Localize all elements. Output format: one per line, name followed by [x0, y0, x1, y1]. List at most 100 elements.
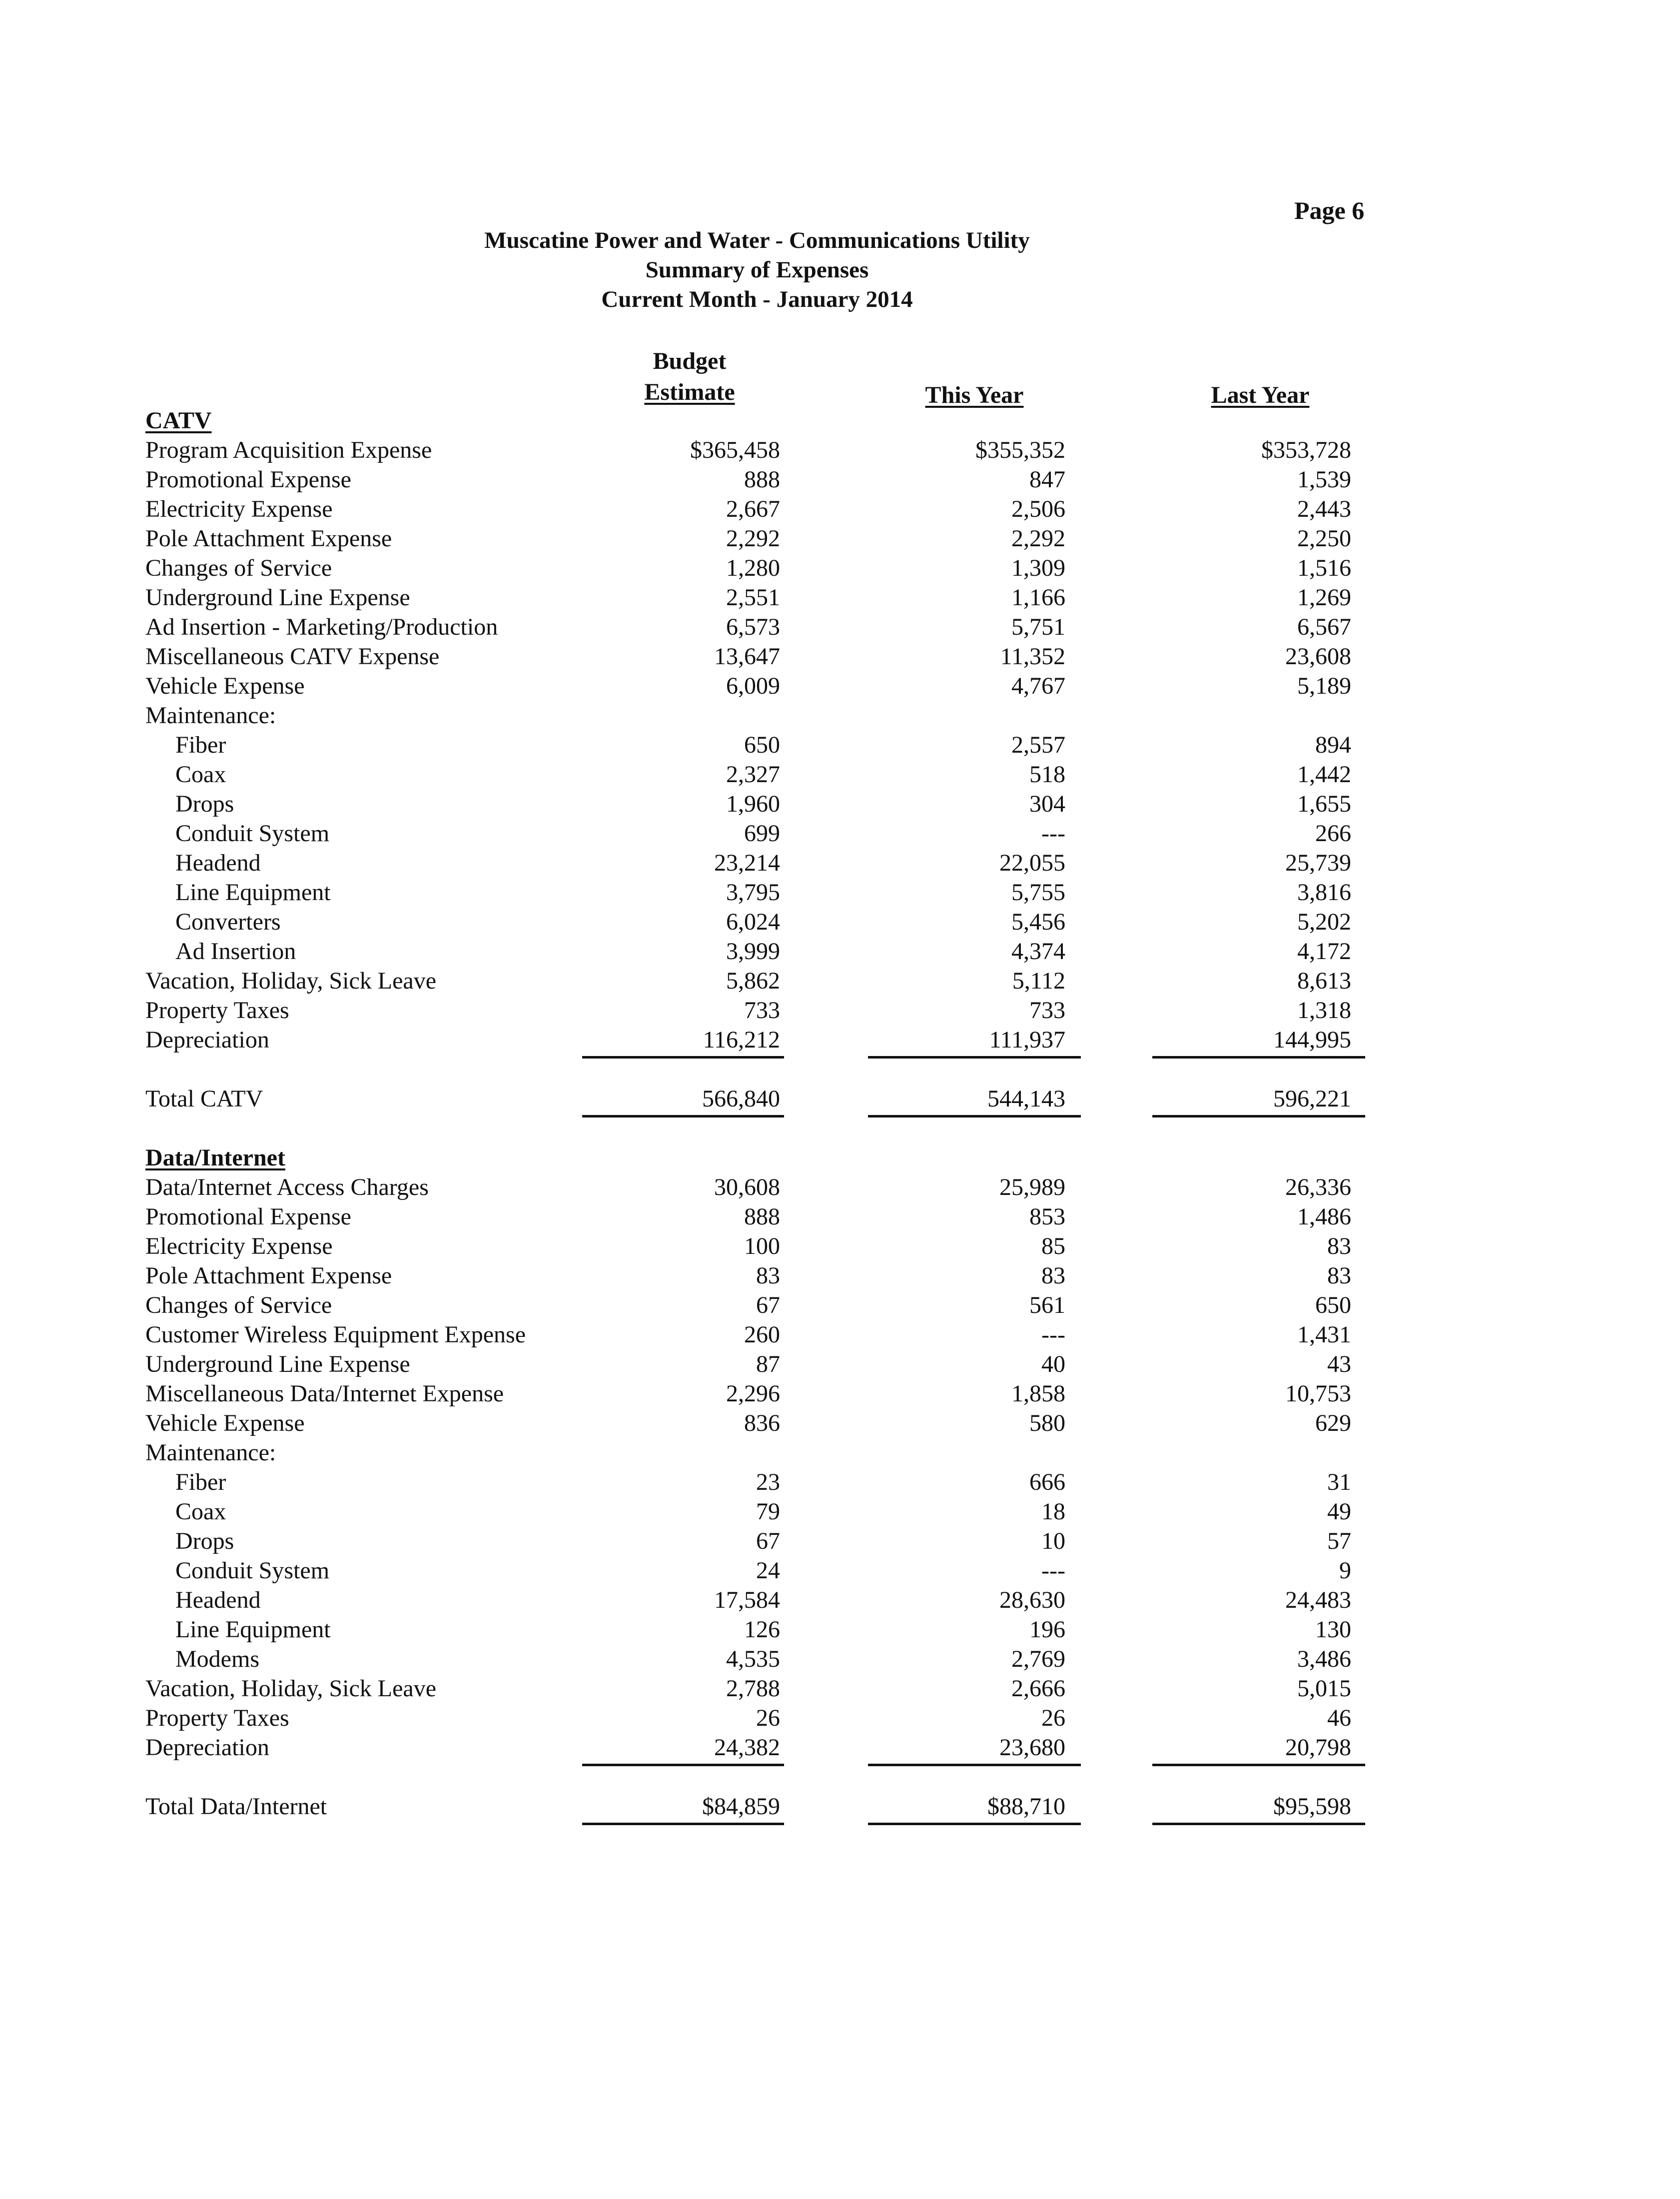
this-year-value: 28,630: [999, 1587, 1065, 1613]
budget-estimate-value: 100: [744, 1233, 780, 1259]
last-year-value: 650: [1315, 1292, 1351, 1318]
row-label: Maintenance:: [145, 1439, 276, 1466]
section-heading-row: CATV: [0, 406, 1680, 435]
budget-estimate-value: 5,862: [726, 968, 780, 994]
budget-estimate-value: 13,647: [714, 643, 780, 670]
table-row: Line Equipment 3,795 5,755 3,816: [0, 878, 1680, 907]
this-year-value: 10: [1041, 1528, 1065, 1554]
table-row: Conduit System 699 --- 266: [0, 819, 1680, 848]
this-year-value: 83: [1041, 1262, 1065, 1289]
last-year-value: 49: [1327, 1498, 1351, 1525]
budget-estimate-value: 67: [756, 1292, 780, 1318]
table-row: Promotional Expense 888 853 1,486: [0, 1202, 1680, 1231]
table-row: Electricity Expense 2,667 2,506 2,443: [0, 494, 1680, 524]
row-label: Headend: [175, 850, 261, 876]
spacer-row: [0, 1055, 1680, 1084]
row-label: Miscellaneous CATV Expense: [145, 643, 440, 670]
row-label: Data/Internet Access Charges: [145, 1174, 429, 1200]
row-label: Electricity Expense: [145, 1233, 333, 1259]
row-label: Vacation, Holiday, Sick Leave: [145, 968, 437, 994]
title-line-2: Summary of Expenses: [645, 257, 869, 283]
table-row: Pole Attachment Expense 2,292 2,292 2,250: [0, 524, 1680, 553]
row-label: Fiber: [175, 732, 226, 758]
this-year-value: 1,309: [1011, 555, 1065, 581]
budget-estimate-value: 6,009: [726, 673, 780, 699]
column-header-last-year-label: Last Year: [1211, 382, 1310, 408]
row-label: Depreciation: [145, 1027, 269, 1053]
last-year-value: 43: [1327, 1351, 1351, 1377]
this-year-value: 5,456: [1011, 909, 1065, 935]
table-row: Miscellaneous CATV Expense 13,647 11,352 23…: [0, 642, 1680, 671]
table-row: Electricity Expense 100 85 83: [0, 1231, 1680, 1261]
row-label: Line Equipment: [175, 879, 331, 906]
budget-estimate-value: 566,840: [582, 1084, 784, 1117]
last-year-value: 31: [1327, 1469, 1351, 1495]
table-row: Pole Attachment Expense 83 83 83: [0, 1261, 1680, 1290]
last-year-value: 9: [1339, 1557, 1351, 1584]
this-year-value: 2,506: [1011, 496, 1065, 522]
this-year-value: ---: [1041, 1557, 1065, 1584]
row-label: Converters: [175, 909, 281, 935]
table-row: Changes of Service 67 561 650: [0, 1290, 1680, 1320]
budget-estimate-value: $84,859: [582, 1792, 784, 1825]
last-year-value: 1,516: [1297, 555, 1351, 581]
last-year-value: 266: [1315, 820, 1351, 847]
table-row: Vacation, Holiday, Sick Leave 5,862 5,112 8…: [0, 966, 1680, 996]
table-row: Changes of Service 1,280 1,309 1,516: [0, 553, 1680, 583]
last-year-value: 25,739: [1285, 850, 1351, 876]
row-label: Conduit System: [175, 820, 330, 847]
last-year-value: 1,431: [1297, 1321, 1351, 1348]
row-label: Coax: [175, 1498, 226, 1525]
last-year-value: 4,172: [1297, 938, 1351, 965]
last-year-value: 6,567: [1297, 614, 1351, 640]
last-year-value: 1,655: [1297, 791, 1351, 817]
last-year-value: 2,250: [1297, 525, 1351, 552]
budget-estimate-value: 836: [744, 1410, 780, 1436]
this-year-value: 304: [1029, 791, 1065, 817]
this-year-value: 853: [1029, 1203, 1065, 1230]
table-row: Customer Wireless Equipment Expense 260 --…: [0, 1320, 1680, 1349]
table-row: Underground Line Expense 2,551 1,166 1,269: [0, 583, 1680, 612]
row-label: Maintenance:: [145, 702, 276, 729]
row-label: Conduit System: [175, 1557, 330, 1584]
last-year-value: 1,539: [1297, 466, 1351, 493]
budget-estimate-value: 6,573: [726, 614, 780, 640]
table-row: Ad Insertion 3,999 4,374 4,172: [0, 937, 1680, 966]
this-year-value: 22,055: [999, 850, 1065, 876]
table-row: Conduit System 24 --- 9: [0, 1556, 1680, 1585]
section-title: CATV: [145, 407, 212, 434]
row-label: Vehicle Expense: [145, 1410, 305, 1436]
this-year-value: 196: [1029, 1616, 1065, 1643]
this-year-value: 5,751: [1011, 614, 1065, 640]
row-label: Headend: [175, 1587, 261, 1613]
this-year-value: ---: [1041, 1321, 1065, 1348]
last-year-value: 10,753: [1285, 1380, 1351, 1407]
this-year-value: 11,352: [1000, 643, 1065, 670]
this-year-value: 85: [1041, 1233, 1065, 1259]
row-label: Pole Attachment Expense: [145, 1262, 392, 1289]
table-row: Drops 1,960 304 1,655: [0, 789, 1680, 819]
table-row: Vehicle Expense 836 580 629: [0, 1408, 1680, 1438]
budget-estimate-value: 2,296: [726, 1380, 780, 1407]
row-label: Property Taxes: [145, 997, 289, 1024]
table-row: Headend 23,214 22,055 25,739: [0, 848, 1680, 878]
column-header-budget-estimate: Budget Estimate: [590, 346, 790, 408]
section-title: Data/Internet: [145, 1144, 285, 1171]
row-label: Underground Line Expense: [145, 1351, 410, 1377]
title-line-3: Current Month - January 2014: [601, 286, 913, 312]
row-label: Vacation, Holiday, Sick Leave: [145, 1675, 437, 1702]
row-label: Promotional Expense: [145, 1203, 351, 1230]
row-label: Miscellaneous Data/Internet Expense: [145, 1380, 504, 1407]
row-label: Drops: [175, 791, 234, 817]
row-label: Pole Attachment Expense: [145, 525, 392, 552]
table-row: Fiber 650 2,557 894: [0, 730, 1680, 760]
row-label: Changes of Service: [145, 1292, 332, 1318]
budget-estimate-value: 87: [756, 1351, 780, 1377]
last-year-value: $353,728: [1261, 437, 1351, 463]
budget-estimate-value: 24,382: [582, 1733, 784, 1766]
table-row: Converters 6,024 5,456 5,202: [0, 907, 1680, 937]
column-header-budget-bottom: Estimate: [644, 379, 735, 405]
this-year-value: 1,166: [1011, 584, 1065, 611]
table-row: Vehicle Expense 6,009 4,767 5,189: [0, 671, 1680, 701]
this-year-value: $88,710: [868, 1792, 1081, 1825]
